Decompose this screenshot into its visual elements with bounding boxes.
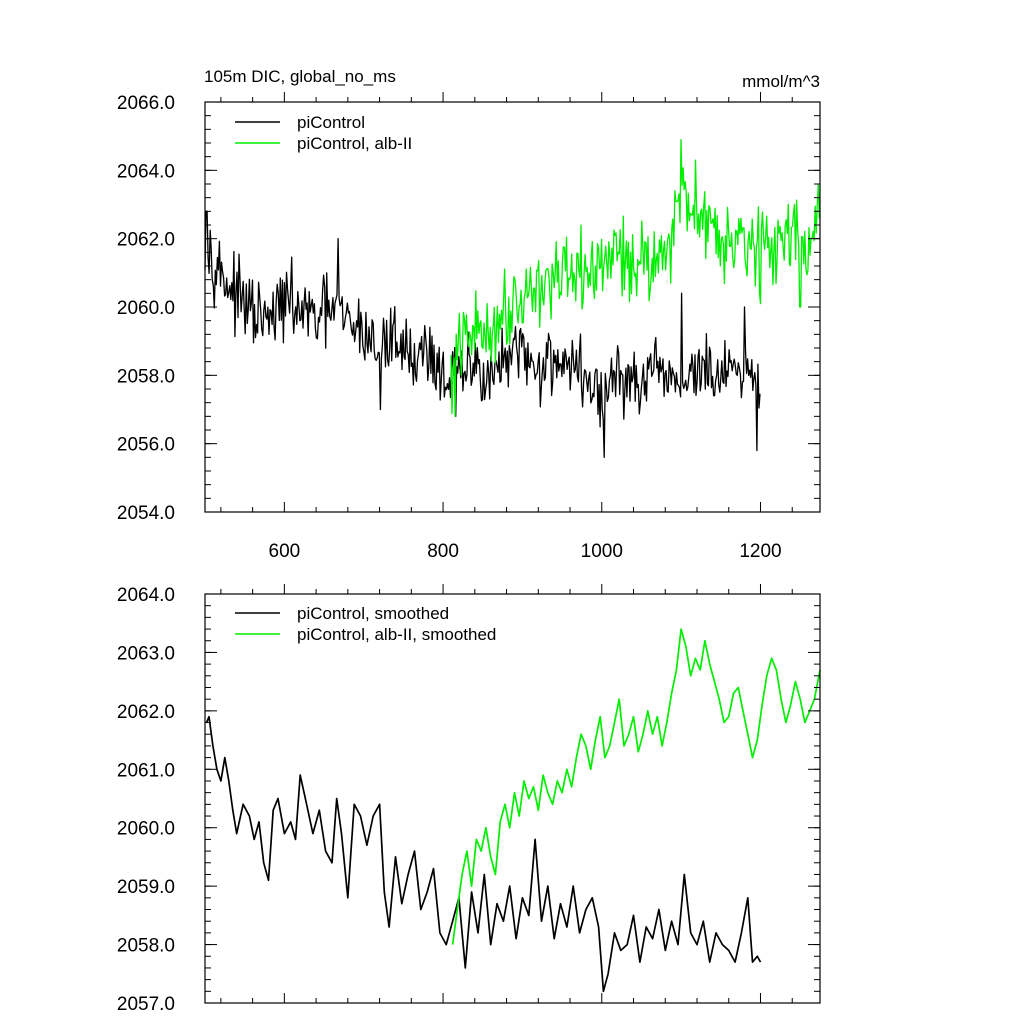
top-panel-units: mmol/m^3 (742, 72, 820, 91)
top-tick-layer: 600 800 1000 1200 2054.0 2056.0 2058.0 2060.0 20… (117, 92, 820, 562)
bottom-y-tick-label: 2063.0 (117, 643, 175, 664)
top-y-tick-label: 2058.0 (117, 366, 175, 387)
top-x-tick-label: 600 (269, 541, 301, 562)
bottom-legend-label-smoothed: piControl, smoothed (297, 604, 449, 623)
top-y-tick-label: 2066.0 (117, 93, 175, 114)
top-series-picontrol-alb-ii (450, 138, 820, 417)
bottom-y-tick-label: 2061.0 (117, 760, 175, 781)
bottom-panel: 2057.0 2058.0 2059.0 2060.0 2061.0 2062.0 2063… (117, 584, 821, 1015)
top-y-tick-label: 2054.0 (117, 503, 175, 524)
top-x-tick-label: 1200 (739, 541, 781, 562)
bottom-y-tick-label: 2064.0 (117, 585, 175, 606)
top-series-layer (204, 138, 820, 458)
bottom-y-tick-label: 2058.0 (117, 936, 175, 957)
top-legend: piControl piControl, alb-II (235, 113, 412, 153)
bottom-y-tick-label: 2059.0 (117, 877, 175, 898)
bottom-y-tick-label: 2062.0 (117, 702, 175, 723)
bottom-plot-frame (204, 593, 821, 1004)
bottom-y-tick-label: 2060.0 (117, 819, 175, 840)
top-y-tick-label: 2056.0 (117, 435, 175, 456)
bottom-y-tick-label: 2057.0 (117, 994, 175, 1015)
bottom-legend: piControl, smoothed piControl, alb-II, s… (235, 604, 496, 644)
top-panel-title: 105m DIC, global_no_ms (204, 67, 396, 86)
bottom-series-layer (205, 628, 821, 993)
top-panel: 105m DIC, global_no_ms mmol/m^3 600 800 10… (117, 67, 821, 562)
top-y-tick-label: 2060.0 (117, 298, 175, 319)
top-y-tick-label: 2062.0 (117, 230, 175, 251)
top-x-tick-label: 800 (427, 541, 459, 562)
top-y-tick-label: 2064.0 (117, 161, 175, 182)
bottom-tick-layer: 2057.0 2058.0 2059.0 2060.0 2061.0 2062.0 2063… (117, 584, 820, 1015)
top-series-picontrol (204, 210, 761, 458)
bottom-series-picontrol-smoothed (205, 715, 762, 993)
bottom-series-picontrol-alb-ii-smoothed (451, 628, 821, 945)
top-legend-label-alb-ii: piControl, alb-II (297, 134, 412, 153)
top-x-tick-label: 1000 (581, 541, 623, 562)
top-legend-label-picontrol: piControl (297, 113, 365, 132)
bottom-legend-label-alb-ii-smoothed: piControl, alb-II, smoothed (297, 625, 496, 644)
